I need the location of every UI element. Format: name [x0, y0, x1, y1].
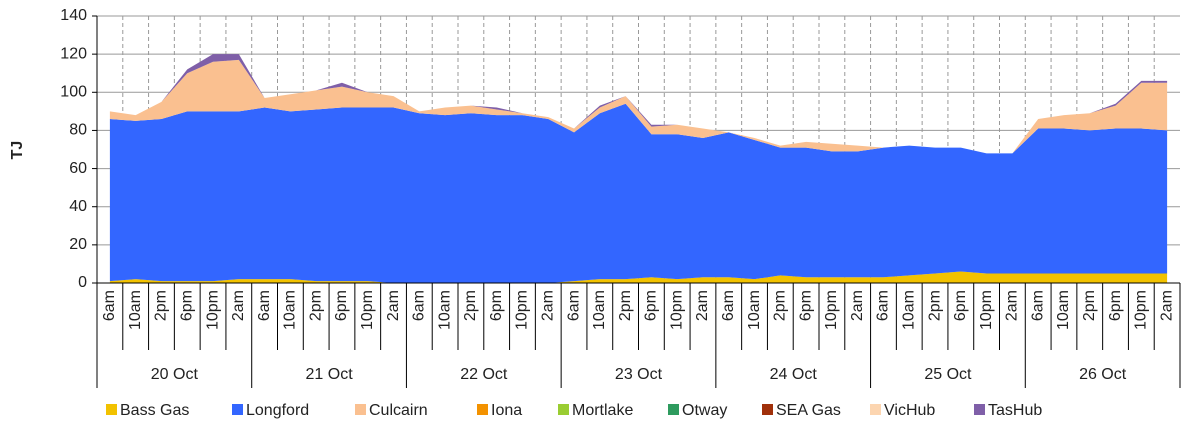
legend-label: Culcairn — [369, 402, 428, 419]
x-tick-label: 10pm — [668, 290, 685, 330]
x-tick-label: 2am — [1158, 290, 1175, 321]
x-tick-label: 2pm — [1081, 290, 1098, 321]
x-tick-label: 10am — [436, 290, 453, 330]
y-tick-label: 120 — [60, 45, 87, 62]
legend-label: VicHub — [884, 402, 935, 419]
legend-swatch — [106, 404, 117, 415]
x-tick-label: 10am — [746, 290, 763, 330]
legend-swatch — [232, 404, 243, 415]
x-tick-label: 2am — [849, 290, 866, 321]
y-axis-label: TJ — [9, 141, 26, 160]
x-tick-label: 2pm — [307, 290, 324, 321]
area — [109, 103, 1168, 283]
x-tick-label: 6pm — [333, 290, 350, 321]
day-label: 26 Oct — [1079, 366, 1127, 383]
y-tick-label: 0 — [78, 274, 87, 291]
x-tick-label: 10am — [282, 290, 299, 330]
x-tick-label: 2pm — [617, 290, 634, 321]
legend-swatch — [974, 404, 985, 415]
legend-swatch — [668, 404, 679, 415]
x-tick-label: 6am — [1029, 290, 1046, 321]
legend-swatch — [477, 404, 488, 415]
x-tick-label: 10am — [900, 290, 917, 330]
legend-label: SEA Gas — [776, 402, 841, 419]
x-tick-label: 6pm — [643, 290, 660, 321]
x-tick-label: 6am — [565, 290, 582, 321]
x-tick-label: 2am — [539, 290, 556, 321]
x-tick-label: 10pm — [978, 290, 995, 330]
x-tick-label: 10pm — [1133, 290, 1150, 330]
x-tick-label: 10am — [591, 290, 608, 330]
x-tick-label: 6am — [720, 290, 737, 321]
x-tick-label: 10am — [1055, 290, 1072, 330]
x-tick-label: 10pm — [514, 290, 531, 330]
legend-swatch — [355, 404, 366, 415]
area — [109, 271, 1168, 283]
legend-swatch — [762, 404, 773, 415]
x-tick-label: 2pm — [153, 290, 170, 321]
y-tick-label: 140 — [60, 7, 87, 24]
x-tick-label: 10pm — [823, 290, 840, 330]
x-tick-label: 10pm — [204, 290, 221, 330]
day-label: 23 Oct — [615, 366, 663, 383]
x-tick-label: 6am — [875, 290, 892, 321]
x-tick-label: 6pm — [488, 290, 505, 321]
x-tick-label: 2pm — [926, 290, 943, 321]
x-tick-label: 6am — [256, 290, 273, 321]
x-tick-label: 10pm — [359, 290, 376, 330]
legend-swatch — [870, 404, 881, 415]
day-label: 21 Oct — [306, 366, 354, 383]
y-tick-label: 20 — [69, 236, 87, 253]
y-tick-label: 60 — [69, 160, 87, 177]
day-label: 25 Oct — [924, 366, 972, 383]
y-tick-label: 40 — [69, 198, 87, 215]
legend-label: Iona — [491, 402, 522, 419]
y-tick-label: 80 — [69, 122, 87, 139]
day-label: 20 Oct — [151, 366, 199, 383]
x-tick-label: 6pm — [178, 290, 195, 321]
x-tick-label: 6am — [411, 290, 428, 321]
legend-label: Mortlake — [572, 402, 633, 419]
x-tick-label: 2am — [1004, 290, 1021, 321]
y-tick-label: 100 — [60, 84, 87, 101]
x-tick-label: 6pm — [952, 290, 969, 321]
legend-swatch — [558, 404, 569, 415]
x-tick-label: 6am — [101, 290, 118, 321]
x-tick-label: 2am — [230, 290, 247, 321]
legend-label: Longford — [246, 402, 309, 419]
legend-label: Otway — [682, 402, 727, 419]
x-tick-label: 10am — [127, 290, 144, 330]
x-tick-label: 6pm — [797, 290, 814, 321]
legend-label: Bass Gas — [120, 402, 189, 419]
x-tick-label: 2pm — [772, 290, 789, 321]
area — [109, 59, 1168, 154]
x-tick-label: 2am — [694, 290, 711, 321]
day-label: 24 Oct — [770, 366, 818, 383]
legend-label: TasHub — [988, 402, 1042, 419]
x-tick-label: 2pm — [462, 290, 479, 321]
x-tick-label: 6pm — [1107, 290, 1124, 321]
x-tick-label: 2am — [385, 290, 402, 321]
day-label: 22 Oct — [460, 366, 508, 383]
